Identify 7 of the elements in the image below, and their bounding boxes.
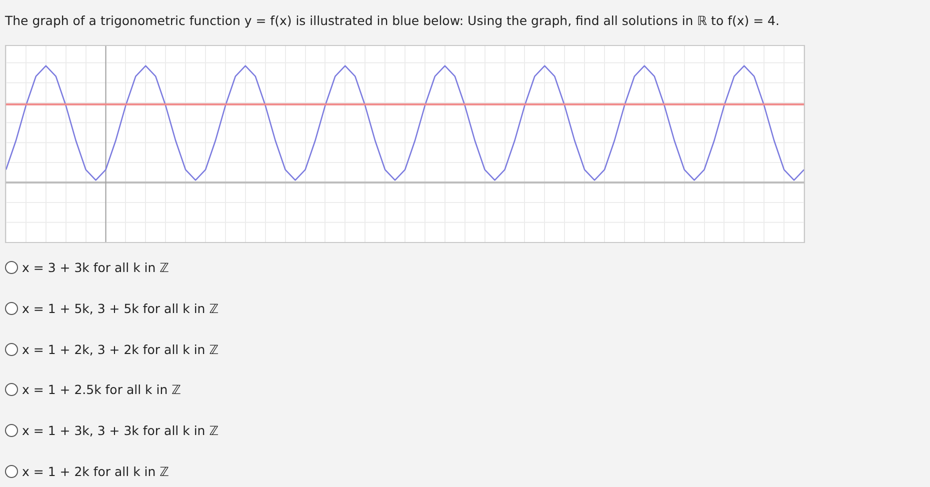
- text: x = 1 + 3k, 3 + 3k for all k in ℤ: [22, 423, 218, 438]
- text: x = 1 + 2k, 3 + 2k for all k in ℤ: [22, 342, 218, 357]
- text: x = 1 + 5k, 3 + 5k for all k in ℤ: [22, 300, 218, 316]
- text: x = 1 + 2k for all k in ℤ: [22, 464, 169, 479]
- text: x = 1 + 2.5k for all k in ℤ: [22, 382, 181, 398]
- text: x = 3 + 3k for all k in ℤ: [22, 260, 169, 275]
- chart-title: The graph of a trigonometric function y = f(x) is illustrated in blue below: Using the graph, find all solutions in ℝ to f(x) = 4.: [5, 13, 780, 28]
